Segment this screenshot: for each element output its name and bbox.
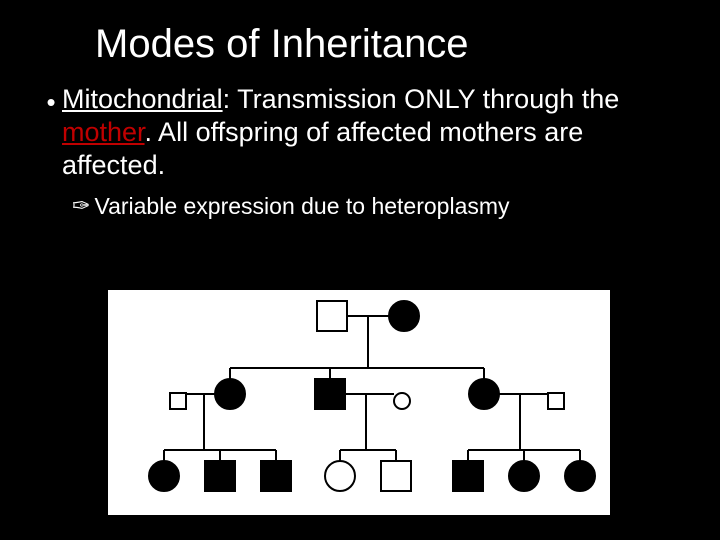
bullet-sep: : Transmission ONLY through the bbox=[223, 84, 620, 114]
pedigree-svg bbox=[108, 290, 610, 515]
bullet-accent: mother bbox=[62, 117, 145, 147]
swirl-icon: ✑ bbox=[72, 192, 94, 220]
bullet-text: Mitochondrial: Transmission ONLY through… bbox=[62, 83, 680, 182]
slide: Modes of Inheritance • Mitochondrial: Tr… bbox=[0, 0, 720, 540]
slide-title: Modes of Inheritance bbox=[0, 0, 720, 67]
bullet-main: • Mitochondrial: Transmission ONLY throu… bbox=[40, 83, 680, 182]
pedigree-diagram bbox=[108, 290, 610, 515]
slide-body: • Mitochondrial: Transmission ONLY throu… bbox=[0, 67, 720, 220]
subbullet: ✑ Variable expression due to heteroplasm… bbox=[40, 182, 680, 220]
bullet-dot-icon: • bbox=[40, 83, 62, 119]
subbullet-text: Variable expression due to heteroplasmy bbox=[94, 192, 509, 220]
bullet-term: Mitochondrial bbox=[62, 84, 223, 114]
